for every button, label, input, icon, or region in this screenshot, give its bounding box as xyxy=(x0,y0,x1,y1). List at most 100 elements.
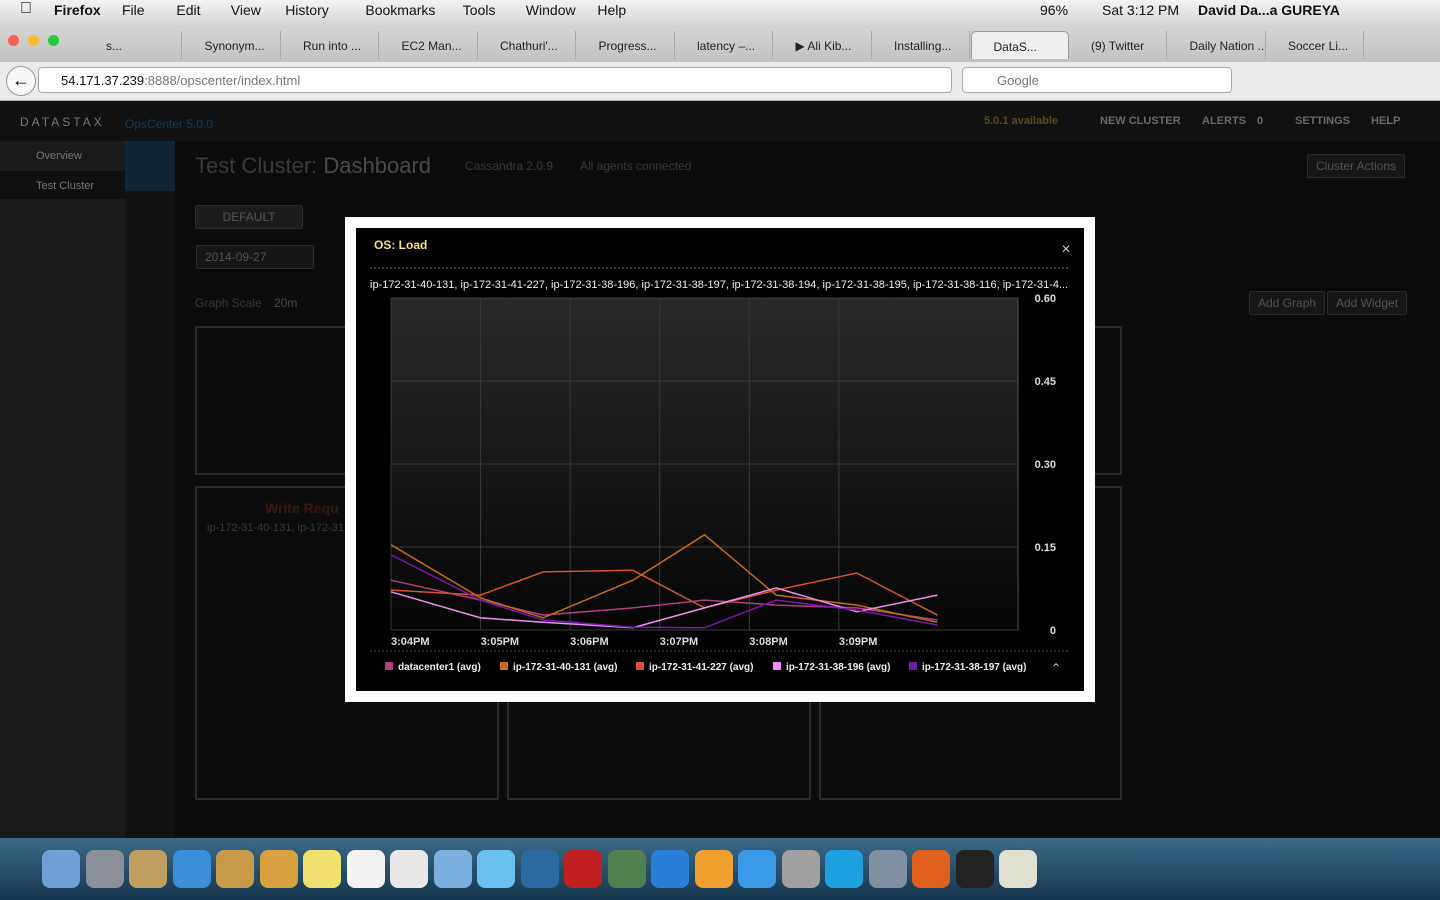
dock-icon[interactable] xyxy=(607,850,646,888)
dock-icon[interactable] xyxy=(564,850,602,888)
url-field[interactable]: 54.171.37.239:8888/opscenter/index.html xyxy=(38,67,952,93)
dock-icon[interactable] xyxy=(42,850,80,888)
widget-title: Write Requ xyxy=(265,500,339,516)
dock-icon[interactable] xyxy=(433,850,472,888)
dock-icon[interactable] xyxy=(999,850,1037,888)
x-tick-label: 3:08PM xyxy=(749,636,788,648)
browser-tab[interactable]: latency –... xyxy=(675,31,773,59)
y-tick-label: 0.45 xyxy=(1035,376,1056,388)
collapse-legend[interactable]: ⌃ xyxy=(1051,661,1061,675)
legend-label[interactable]: ip-172-31-38-197 (avg) xyxy=(922,662,1027,673)
browser-tab[interactable]: Daily Nation ... xyxy=(1168,31,1266,59)
dock-icon[interactable] xyxy=(216,850,254,888)
help[interactable]: HELP xyxy=(1371,115,1401,127)
version: Cassandra 2.0.9 xyxy=(465,159,554,173)
zoom-window[interactable] xyxy=(48,35,59,46)
dock-icon[interactable] xyxy=(738,850,776,888)
search-field[interactable]: Google xyxy=(962,67,1232,93)
user[interactable]: David Da...a GUREYA xyxy=(1198,2,1340,18)
app-name[interactable]: Firefox xyxy=(54,2,101,18)
agents: All agents connected xyxy=(580,159,692,173)
add-graph[interactable]: Add Graph xyxy=(1249,291,1326,315)
menu-item[interactable]: Tools xyxy=(462,2,496,18)
browser-tab[interactable]: Soccer Li... xyxy=(1266,31,1364,59)
dock-icon[interactable] xyxy=(172,850,211,888)
dock-icon[interactable] xyxy=(303,850,341,888)
close-button[interactable]: × xyxy=(1061,241,1070,258)
new-cluster[interactable]: NEW CLUSTER xyxy=(1100,115,1181,127)
battery: 96% xyxy=(1040,2,1069,18)
add-widget[interactable]: Add Widget xyxy=(1327,291,1408,315)
home-icon[interactable] xyxy=(125,141,175,191)
modal: OS: Load × ip-172-31-40-131, ip-172-31-4… xyxy=(345,217,1095,702)
back-button[interactable]: ← xyxy=(6,66,36,96)
nav-bar: ← 54.171.37.239:8888/opscenter/index.htm… xyxy=(0,62,1440,101)
dock-icon[interactable] xyxy=(85,850,124,888)
dock-icon[interactable] xyxy=(694,850,733,888)
date-picker[interactable]: 2014-09-27 xyxy=(196,245,314,269)
dock-icon[interactable] xyxy=(390,850,428,888)
alerts[interactable]: ALERTS xyxy=(1202,115,1246,127)
page-title: Test Cluster: Dashboard xyxy=(195,153,431,179)
browser-tab[interactable]: s... xyxy=(84,31,182,59)
dock-icon[interactable] xyxy=(477,850,515,888)
browser-tab[interactable]: Chathuri'... xyxy=(478,31,576,59)
menu-item[interactable]: Bookmarks xyxy=(365,2,436,18)
browser-tab[interactable]: Installing... xyxy=(872,31,970,59)
dock-icon[interactable] xyxy=(912,850,950,888)
menu-item[interactable]: Help xyxy=(597,2,627,18)
legend-swatch xyxy=(636,662,644,670)
browser-tab[interactable]: (9) Twitter xyxy=(1069,31,1167,59)
icon-rail xyxy=(125,141,175,838)
dock-icon[interactable] xyxy=(259,850,298,888)
browser-tab[interactable]: Run into ... xyxy=(281,31,379,59)
menu-item[interactable]: View xyxy=(230,2,261,18)
browser-tab[interactable]: Synonym... xyxy=(183,31,281,59)
dock-icon[interactable] xyxy=(520,850,559,888)
browser-tab[interactable]: DataS... xyxy=(970,31,1069,59)
cluster-actions[interactable]: Cluster Actions xyxy=(1307,154,1406,178)
legend-label[interactable]: ip-172-31-41-227 (avg) xyxy=(649,662,754,673)
dock-icon[interactable] xyxy=(346,850,385,888)
dock-icon[interactable] xyxy=(955,850,994,888)
legend-label[interactable]: datacenter1 (avg) xyxy=(398,662,481,673)
apple-icon[interactable]:  xyxy=(20,0,32,18)
page-subtitle: Dashboard xyxy=(323,153,432,178)
browser-tab[interactable]: EC2 Man... xyxy=(380,31,478,59)
menu-item[interactable]: History xyxy=(285,2,329,18)
nav-test-cluster[interactable]: Test Cluster xyxy=(36,180,95,192)
x-tick-label: 3:04PM xyxy=(391,636,430,648)
settings[interactable]: SETTINGS xyxy=(1295,115,1351,127)
series-line xyxy=(390,554,938,629)
dock-icon[interactable] xyxy=(651,850,689,888)
dock-icon[interactable] xyxy=(781,850,820,888)
nav-active xyxy=(0,171,125,199)
x-tick-label: 3:07PM xyxy=(660,636,699,648)
menu-item[interactable]: Window xyxy=(525,2,576,18)
brand: DATASTAX xyxy=(20,115,105,129)
menu-item[interactable]: Edit xyxy=(176,2,201,18)
legend-label[interactable]: ip-172-31-40-131 (avg) xyxy=(513,662,618,673)
cluster-name: Test Cluster: xyxy=(195,153,318,178)
widget-nodes: ip-172-31-40-131, ip-172-31 xyxy=(207,522,344,534)
nav-overview[interactable]: Overview xyxy=(36,150,82,162)
update-link[interactable]: 5.0.1 available xyxy=(984,115,1058,127)
tab-bar: s... Synonym... Run into ... EC2 Man... Chat… xyxy=(0,22,1440,62)
x-tick-label: 3:06PM xyxy=(570,636,609,648)
tab-default[interactable]: DEFAULT xyxy=(195,205,303,229)
menu-item[interactable]: File xyxy=(122,2,145,18)
alerts-count: 0 xyxy=(1257,115,1264,127)
dock-icon[interactable] xyxy=(825,850,863,888)
minimize-window[interactable] xyxy=(28,35,39,46)
dock-icon[interactable] xyxy=(868,850,907,888)
browser-tab[interactable]: ▶ Ali Kib... xyxy=(774,31,872,59)
scale-value[interactable]: 20m xyxy=(274,296,298,310)
chart-title: OS: Load xyxy=(374,238,427,252)
x-tick-label: 3:05PM xyxy=(481,636,520,648)
dock-icon[interactable] xyxy=(129,850,167,888)
url-path: :8888/opscenter/index.html xyxy=(144,73,301,88)
browser-tab[interactable]: Progress... xyxy=(577,31,675,59)
legend-label[interactable]: ip-172-31-38-196 (avg) xyxy=(786,662,891,673)
close-window[interactable] xyxy=(8,35,19,46)
